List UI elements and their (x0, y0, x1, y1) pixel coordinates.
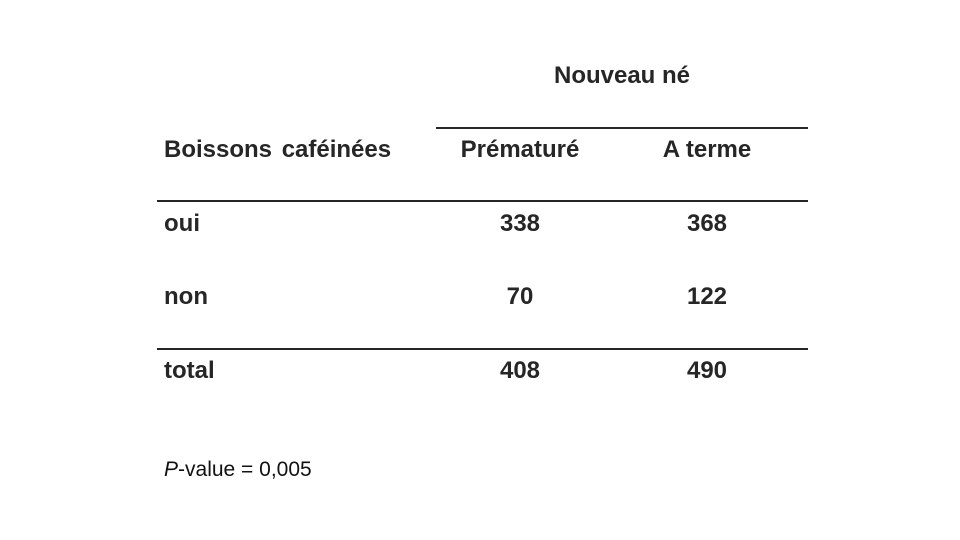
p-value-text: -value = 0,005 (178, 458, 312, 481)
cell-non-premature: 70 (506, 283, 534, 310)
total-rule (157, 348, 808, 350)
cell-oui-premature: 338 (499, 210, 541, 237)
header-rule (157, 200, 808, 202)
row-label-oui: oui (164, 210, 200, 237)
row-label-non: non (164, 283, 208, 310)
p-value-italic: P (164, 458, 179, 481)
cell-total-premature: 408 (499, 357, 541, 384)
cell-total-a-terme: 490 (686, 357, 728, 384)
group-header: Nouveau né (553, 62, 691, 89)
row-label-total: total (164, 357, 215, 384)
p-value-note: P-value = 0,005 (164, 458, 312, 482)
cell-oui-a-terme: 368 (686, 210, 728, 237)
column-header-a-terme: A terme (662, 136, 752, 163)
row-header-label: Boissons caféinées (164, 136, 392, 163)
group-header-rule (436, 127, 808, 129)
column-header-premature: Prématuré (460, 136, 580, 163)
cell-non-a-terme: 122 (686, 283, 728, 310)
